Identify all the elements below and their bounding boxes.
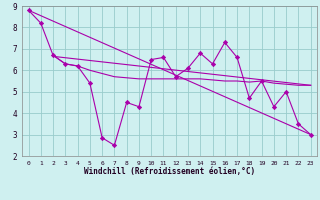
X-axis label: Windchill (Refroidissement éolien,°C): Windchill (Refroidissement éolien,°C) [84, 167, 255, 176]
